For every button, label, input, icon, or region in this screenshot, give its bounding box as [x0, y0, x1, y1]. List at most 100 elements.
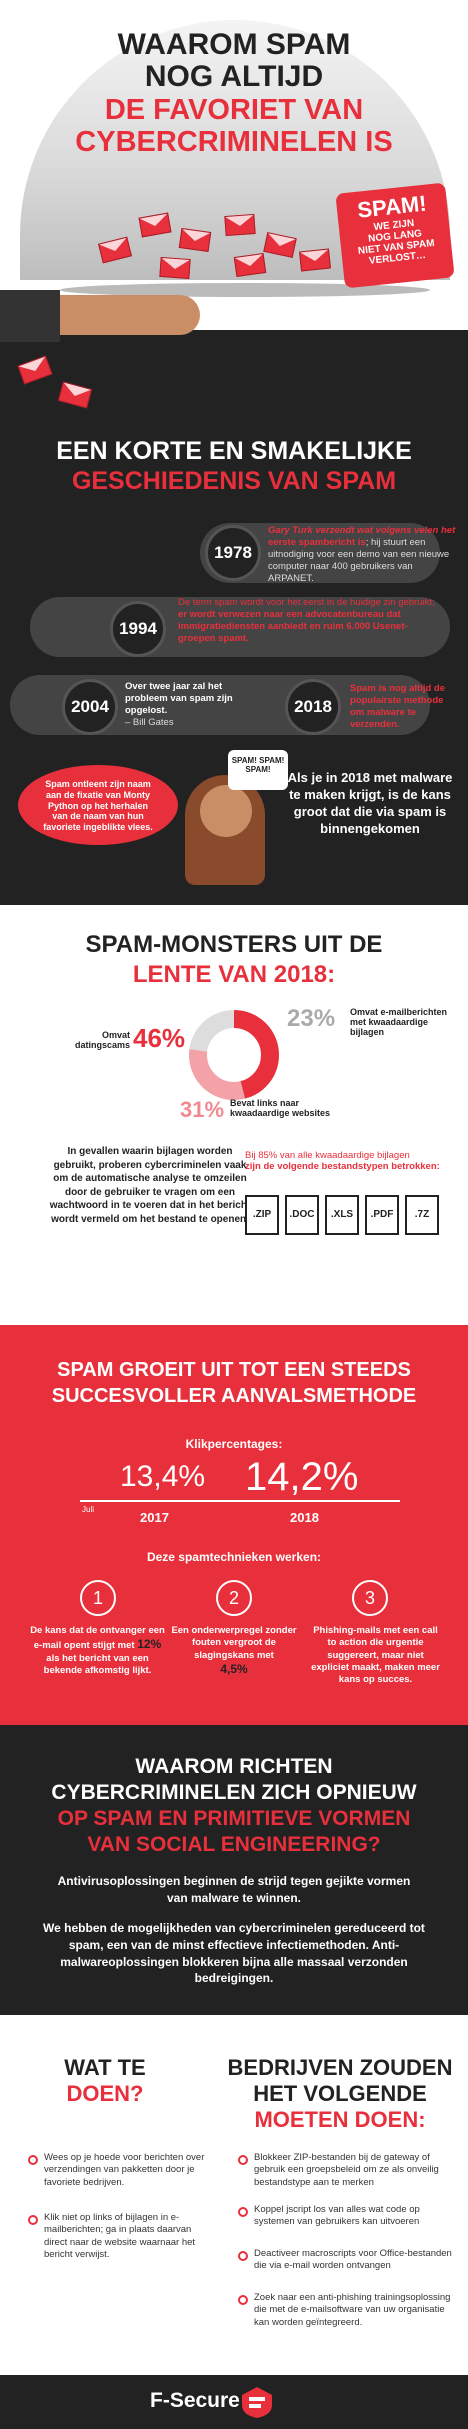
techniques-label: Deze spamtechnieken werken: — [146, 1550, 322, 1564]
step-3-circle: 3 — [352, 1580, 388, 1616]
hero-title-line2: NOG ALTIJD — [144, 60, 324, 93]
value-2017: 13,4% — [120, 1460, 206, 1493]
donut-segment-31 — [189, 1010, 279, 1100]
t2004a: Over twee jaar zal het probleem van spam… — [125, 681, 233, 716]
bullet-icon — [238, 2251, 248, 2261]
files-intro-line1: Bij 85% van alle kwaadaardige bijlagen — [245, 1150, 410, 1161]
figure-face — [200, 785, 252, 837]
tech3: Phishing-mails met een call to action di… — [311, 1625, 440, 1686]
file-icon-doc: .DOC — [285, 1195, 319, 1235]
growth-title-line2: SUCCESVOLLER AANVALSMETHODE — [51, 1385, 417, 1407]
t1978c: hij stuurt een uitnodiging voor een demo… — [268, 536, 450, 584]
tech2-b: 4,5% — [220, 1662, 248, 1677]
todo-left-title-1: WAT TE — [64, 2055, 146, 2080]
todo-right-title-1: BEDRIJVEN ZOUDEN — [227, 2055, 453, 2080]
todo-left-item-2: Klik niet op links of bijlagen in e-mail… — [44, 2212, 196, 2261]
hero-title-line1: WAAROM SPAM — [117, 28, 351, 61]
timeline-road — [30, 597, 450, 657]
click-rate-label: Klikpercentages: — [185, 1437, 283, 1451]
tech1-c: als het bericht van een bekende afkomsti… — [43, 1652, 152, 1677]
donut-segment-46 — [189, 1010, 279, 1100]
donut-chart — [189, 1010, 279, 1100]
history-title-line2: GESCHIEDENIS VAN SPAM — [71, 467, 397, 495]
growth-section: SPAM GROEIT UIT TOT EEN STEEDS SUCCESVOL… — [0, 1325, 468, 1725]
t2004b: – Bill Gates — [125, 716, 174, 728]
year-1978: 1978 — [205, 525, 261, 581]
pct-31: 31% — [180, 1097, 225, 1122]
why-section: WAAROM RICHTEN CYBERCRIMINELEN ZICH OPNI… — [0, 1725, 468, 2015]
why-title-line2: CYBERCRIMINELEN ZICH OPNIEUW — [51, 1781, 417, 1804]
timeline-axis — [80, 1500, 400, 1502]
label-31: Bevat links naar kwaadaardige websites — [230, 1098, 331, 1118]
juli-label: Juli — [82, 1505, 95, 1514]
todo-right-title-3: MOETEN DOEN: — [254, 2107, 426, 2132]
monty-python-bubble: Spam ontleent zijn naam aan de fixatie v… — [18, 765, 178, 845]
envelope-icon — [299, 248, 331, 272]
file-icon-xls: .XLS — [325, 1195, 359, 1235]
todo-right-item-4: Zoek naar een anti-phishing trainingsopl… — [254, 2292, 451, 2328]
envelope-icon — [233, 253, 267, 277]
f-secure-logo-icon — [242, 2387, 272, 2418]
why-title-line1: WAAROM RICHTEN — [135, 1755, 333, 1778]
spam-shout-bubble: SPAM! SPAM! SPAM! — [228, 750, 288, 790]
file-types-row: .ZIP .DOC .XLS .PDF .7Z — [245, 1195, 445, 1239]
year-2017-label: 2017 — [140, 1510, 169, 1525]
envelope-icon — [178, 228, 212, 252]
step-2-circle: 2 — [216, 1580, 252, 1616]
bullet-icon — [238, 2155, 248, 2165]
brand-name: F-Secure — [150, 2389, 240, 2412]
files-intro-line2: zijn de volgende bestandstypen betrokken… — [245, 1161, 440, 1172]
t1978b: eerste spambericht is — [268, 536, 366, 548]
bullet-icon — [238, 2207, 248, 2217]
todo-section: WAT TE DOEN? BEDRIJVEN ZOUDEN HET VOLGEN… — [0, 2015, 468, 2375]
todo-left-item-1: Wees op je hoede voor berichten over ver… — [44, 2152, 205, 2188]
t1994a: De term spam wordt voor het eerst in de … — [178, 597, 435, 608]
why-title-line4: VAN SOCIAL ENGINEERING? — [87, 1833, 381, 1856]
year-2018: 2018 — [285, 679, 341, 735]
why-title-line3: OP SPAM EN PRIMITIEVE VORMEN — [57, 1807, 411, 1830]
label-46: Omvat datingscams — [74, 1030, 130, 1050]
envelope-icon — [224, 213, 256, 237]
todo-right-title-2: HET VOLGENDE — [253, 2081, 427, 2106]
sleeve-illustration — [0, 290, 60, 342]
t1978a: Gary Turk verzendt wat volgens velen het — [268, 525, 456, 536]
growth-title-line1: SPAM GROEIT UIT TOT EEN STEEDS — [57, 1359, 411, 1381]
hero-title-line3: DE FAVORIET VAN — [104, 94, 364, 126]
envelope-icon — [159, 256, 191, 280]
why-paragraph-2: We hebben de mogelijkheden van cybercrim… — [43, 1921, 425, 1986]
plate-illustration — [60, 283, 430, 297]
step-1-circle: 1 — [80, 1580, 116, 1616]
tech2-a: Een onderwerpregel zonder fouten vergroo… — [171, 1625, 297, 1661]
monty-text: Spam ontleent zijn naam aan de fixatie v… — [43, 779, 153, 833]
monsters-title-line1: SPAM-MONSTERS UIT DE — [85, 931, 383, 958]
footer: F-Secure — [0, 2375, 468, 2429]
history-section: EEN KORTE EN SMAKELIJKE GESCHIEDENIS VAN… — [0, 425, 468, 905]
todo-left-title-2: DOEN? — [66, 2081, 144, 2106]
t2018: Spam is nog altijd de populairste method… — [350, 683, 446, 730]
hero-dark-band — [0, 330, 468, 425]
year-2004: 2004 — [62, 679, 118, 735]
t1994b: er wordt verwezen naar een advocatenbure… — [178, 608, 408, 644]
todo-right-item-1: Blokkeer ZIP-bestanden bij de gateway of… — [254, 2152, 439, 2188]
tech1-a: De kans dat de ontvanger een e-mail open… — [30, 1625, 165, 1652]
hero-title-line4: CYBERCRIMINELEN IS — [75, 126, 393, 158]
monsters-title-line2: LENTE VAN 2018: — [132, 961, 336, 988]
history-title-line1: EEN KORTE EN SMAKELIJKE — [56, 437, 412, 465]
bullet-icon — [28, 2155, 38, 2165]
pct-23: 23% — [287, 1005, 336, 1032]
tech1-b: 12% — [137, 1637, 162, 1652]
todo-right-item-2: Koppel jscript los van alles wat code op… — [254, 2204, 420, 2228]
bullet-icon — [238, 2295, 248, 2305]
files-intro: Bij 85% van alle kwaadaardige bijlagen z… — [245, 1150, 440, 1172]
why-paragraph-1: Antivirusoplossingen beginnen de strijd … — [57, 1874, 411, 1905]
hero-section: WAAROM SPAM NOG ALTIJD DE FAVORIET VAN C… — [0, 0, 468, 425]
year-1994: 1994 — [110, 601, 166, 657]
file-icon-pdf: .PDF — [365, 1195, 399, 1235]
label-23: Omvat e-mailberichten met kwaadaardige b… — [350, 1007, 448, 1037]
file-icon-7z: .7Z — [405, 1195, 439, 1235]
spam-speech-bubble: SPAM! WE ZIJN NOG LANG NIET VAN SPAM VER… — [335, 182, 455, 289]
year-2018-label: 2018 — [290, 1510, 319, 1525]
file-icon-zip: .ZIP — [245, 1195, 279, 1235]
todo-right-item-3: Deactiveer macroscripts voor Office-best… — [254, 2248, 452, 2272]
attachments-password-text: In gevallen waarin bijlagen worden gebru… — [49, 1146, 251, 1225]
